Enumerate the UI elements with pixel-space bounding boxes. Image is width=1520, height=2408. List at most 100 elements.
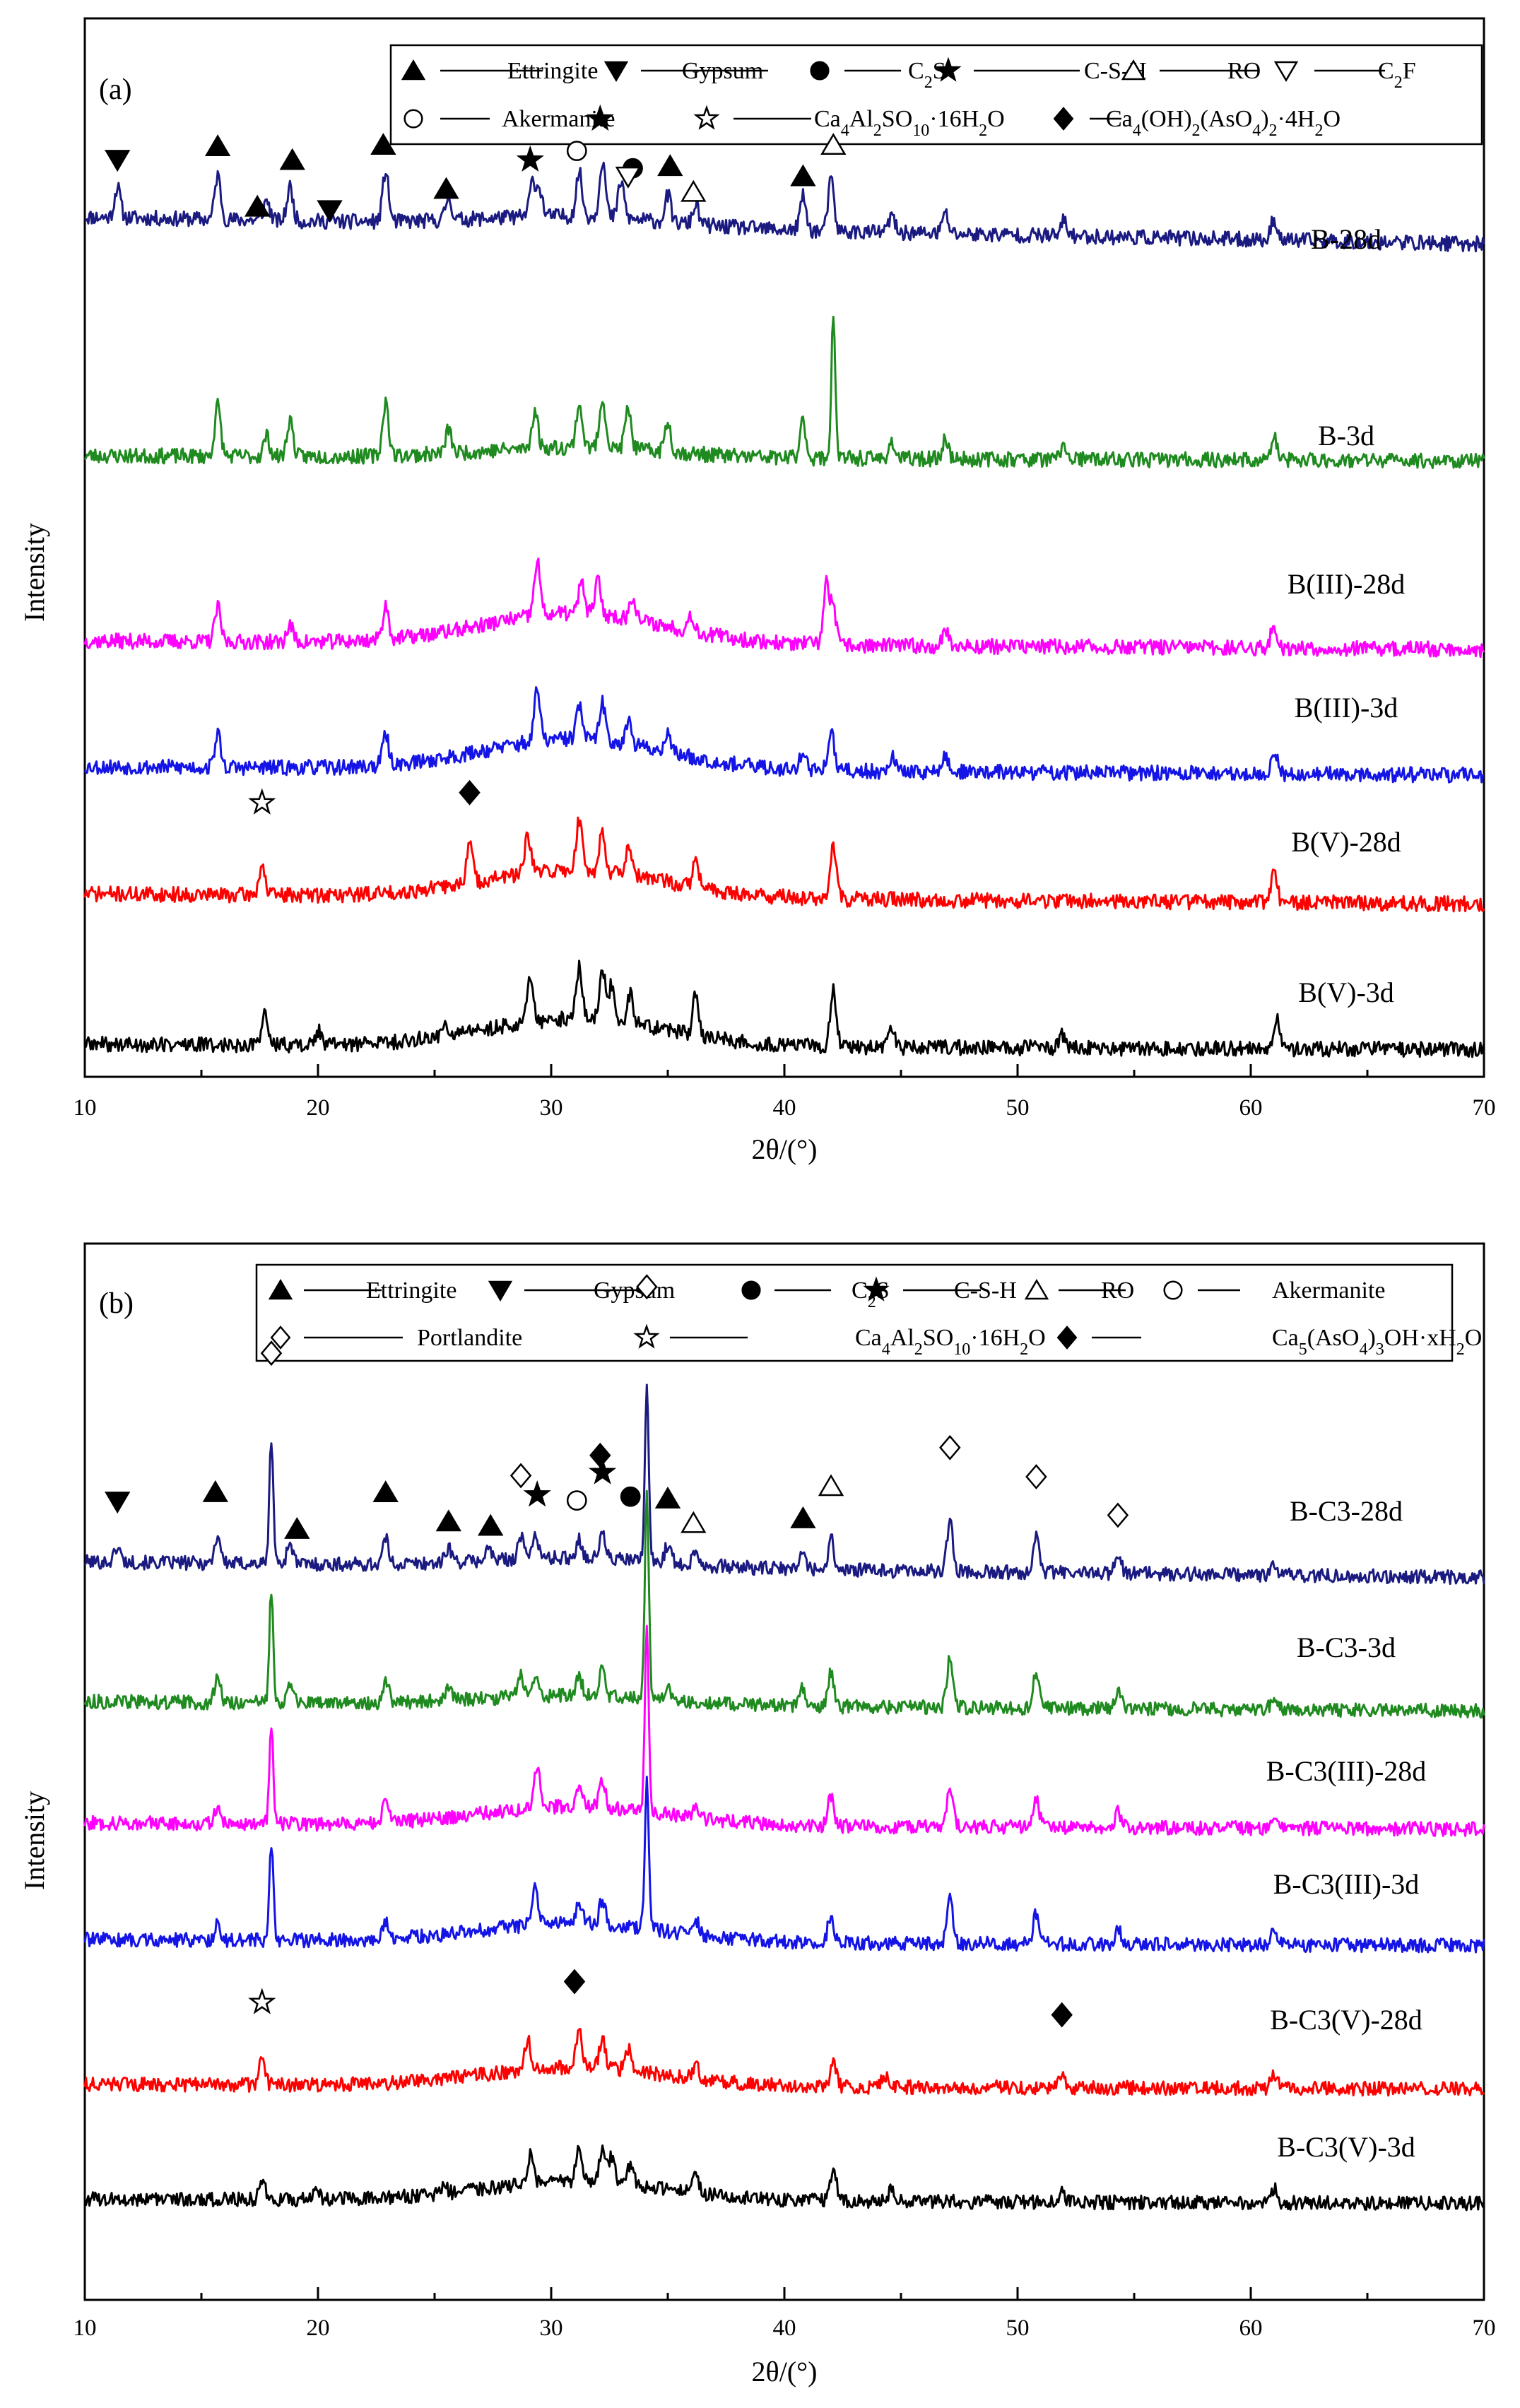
series-label: B(III)-28d bbox=[1288, 568, 1406, 600]
x-axis-label: 2θ/(°) bbox=[752, 2356, 818, 2388]
series-label: B-3d bbox=[1318, 420, 1374, 452]
peak-marker bbox=[563, 1969, 586, 1995]
series-label: B-C3-3d bbox=[1297, 1631, 1396, 1663]
series-label: B(III)-3d bbox=[1295, 692, 1398, 724]
panel-label: (b) bbox=[99, 1287, 134, 1320]
peak-marker bbox=[245, 194, 271, 217]
xrd-pattern-line bbox=[83, 557, 1485, 659]
peak-marker bbox=[105, 1492, 131, 1514]
legend-marker bbox=[741, 1280, 761, 1300]
peak-marker bbox=[790, 164, 816, 187]
peak-marker bbox=[681, 1511, 707, 1533]
legend-marker bbox=[1273, 61, 1299, 82]
peak-marker bbox=[279, 148, 305, 170]
peak-marker bbox=[105, 150, 131, 172]
xrd-pattern-line bbox=[83, 1383, 1485, 1586]
x-tick-label: 40 bbox=[773, 2315, 796, 2341]
legend-label: RO bbox=[1101, 1277, 1134, 1304]
peak-marker bbox=[260, 1340, 283, 1367]
peak-marker bbox=[790, 1506, 816, 1528]
plot-frame bbox=[83, 17, 1485, 1078]
peak-marker bbox=[435, 1509, 461, 1532]
series-label: B(V)-28d bbox=[1291, 826, 1401, 858]
legend-label: Ettringite bbox=[507, 58, 598, 84]
xrd-pattern-line bbox=[83, 816, 1485, 913]
peak-marker bbox=[588, 1458, 617, 1485]
x-tick-label: 60 bbox=[1239, 1095, 1263, 1121]
xrd-pattern-line bbox=[83, 686, 1485, 784]
legend-label: Ca4(OH)2(AsO4)2·4H2O bbox=[1106, 106, 1341, 140]
peak-marker bbox=[615, 166, 642, 189]
peak-marker bbox=[620, 1486, 641, 1507]
peak-marker bbox=[654, 1486, 681, 1509]
peak-marker bbox=[818, 1474, 844, 1497]
series-label: B-C3(V)-28d bbox=[1270, 2004, 1422, 2036]
legend-marker bbox=[1121, 59, 1146, 81]
peak-marker bbox=[202, 1480, 228, 1502]
legend-marker bbox=[488, 1280, 513, 1302]
x-tick-label: 30 bbox=[540, 2315, 563, 2341]
xrd-pattern-line bbox=[83, 1624, 1485, 1837]
panel-label: (a) bbox=[99, 73, 132, 106]
peak-marker bbox=[820, 133, 847, 155]
legend-label: Gypsum bbox=[594, 1277, 675, 1304]
legend-marker bbox=[633, 1323, 660, 1349]
legend-marker bbox=[863, 1276, 890, 1302]
legend-label: C2S bbox=[908, 58, 946, 92]
x-tick-label: 40 bbox=[773, 1095, 796, 1121]
legend-marker bbox=[268, 1279, 293, 1300]
x-tick-label: 50 bbox=[1006, 1095, 1030, 1121]
peak-marker bbox=[1051, 2002, 1073, 2028]
x-tick-label: 70 bbox=[1473, 2315, 1496, 2341]
series-label: B-C3(III)-28d bbox=[1266, 1755, 1427, 1787]
legend-label: Akermanite bbox=[1272, 1277, 1386, 1304]
xrd-pattern-line bbox=[83, 1489, 1485, 1719]
peak-marker bbox=[284, 1517, 310, 1539]
panel-b: 10 20 30 40 50 60 70 2θ/(°) Intensity (b) Ettringi… bbox=[18, 1242, 1496, 2388]
xrd-pattern-line bbox=[83, 2028, 1485, 2097]
xrd-pattern-line bbox=[83, 1776, 1485, 1954]
legend-label: RO bbox=[1227, 58, 1261, 84]
peak-marker bbox=[939, 1434, 961, 1460]
legend-marker bbox=[693, 105, 720, 130]
panel-a: 10 20 30 40 50 60 70 2θ/(°) Intensity (a) Ettringi… bbox=[18, 17, 1496, 1165]
legend-marker bbox=[603, 61, 629, 82]
series-label: B-28d bbox=[1311, 223, 1381, 255]
series-label: B-C3(III)-3d bbox=[1273, 1868, 1420, 1900]
xrd-pattern-line bbox=[83, 315, 1485, 469]
peak-marker bbox=[478, 1513, 504, 1536]
peak-marker bbox=[566, 141, 587, 161]
y-axis-label: Intensity bbox=[18, 523, 50, 622]
legend-marker bbox=[401, 59, 426, 81]
peak-marker bbox=[523, 1480, 551, 1507]
series-label: B(V)-3d bbox=[1298, 976, 1394, 1008]
legend-label: C2F bbox=[1378, 58, 1416, 92]
x-tick-label: 20 bbox=[307, 1095, 330, 1121]
legend-label: Ca4Al2SO10·16H2O bbox=[855, 1325, 1046, 1359]
legend-label: Portlandite bbox=[417, 1325, 522, 1351]
legend-label: Ca4Al2SO10·16H2O bbox=[814, 106, 1005, 140]
peak-marker bbox=[1107, 1502, 1129, 1528]
series-label: B-C3(V)-3d bbox=[1277, 2131, 1415, 2163]
legend-label: Gypsum bbox=[682, 58, 763, 84]
legend-label: Ettringite bbox=[366, 1277, 456, 1304]
xrd-pattern-line bbox=[83, 960, 1485, 1058]
x-tick-label: 10 bbox=[73, 1095, 97, 1121]
peak-marker bbox=[370, 133, 396, 155]
xrd-pattern-line bbox=[84, 161, 1485, 253]
legend-label: Ca5(AsO4)3OH·xH2O bbox=[1272, 1325, 1482, 1359]
legend-marker bbox=[1024, 1279, 1049, 1300]
legend-label: C-S-H bbox=[954, 1277, 1017, 1304]
legend-marker bbox=[1056, 1326, 1078, 1350]
x-tick-label: 20 bbox=[307, 2315, 330, 2341]
legend-marker bbox=[1163, 1280, 1183, 1300]
peak-marker bbox=[636, 1274, 658, 1300]
x-tick-label: 30 bbox=[540, 1095, 563, 1121]
legend-marker bbox=[270, 1326, 291, 1350]
peak-marker bbox=[509, 1463, 532, 1489]
legend-marker bbox=[810, 61, 830, 81]
series-label: B-C3-28d bbox=[1290, 1495, 1403, 1527]
peak-marker bbox=[516, 145, 544, 172]
peak-marker bbox=[589, 1442, 611, 1468]
